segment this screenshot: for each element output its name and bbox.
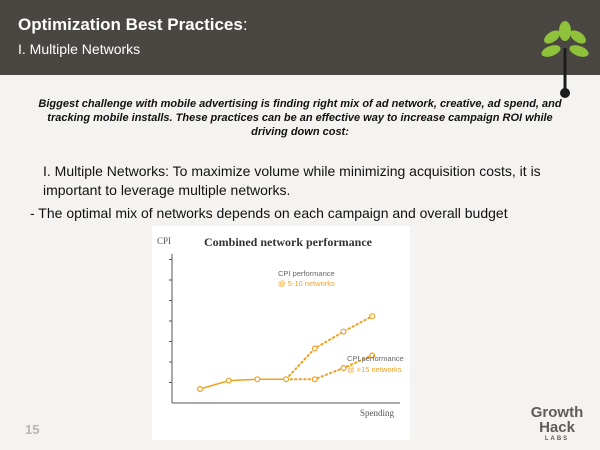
sprout-logo-icon: [541, 21, 589, 98]
network-performance-chart: Combined network performance CPI Spendin…: [152, 226, 410, 440]
data-point: [225, 377, 232, 384]
annotation-5-10-line1: CPI performance: [278, 269, 335, 278]
intro-text: Biggest challenge with mobile advertisin…: [38, 98, 562, 138]
data-point: [283, 376, 290, 383]
data-point: [311, 376, 318, 383]
data-point: [254, 376, 261, 383]
series-line-0: [199, 378, 287, 390]
data-point: [311, 345, 318, 352]
main-point: I. Multiple Networks: To maximize volume…: [43, 163, 541, 198]
sub-point: - The optimal mix of networks depends on…: [30, 205, 508, 221]
growth-hack-labs-logo: Growth Hack LABS: [524, 405, 590, 443]
annotation-15-line2: @ >15 networks: [347, 365, 402, 374]
slide-subtitle: I. Multiple Networks: [18, 41, 141, 57]
brand-word-growth: Growth: [530, 404, 584, 421]
chart-title: Combined network performance: [204, 235, 373, 249]
brand-word-hack: Hack: [539, 419, 575, 436]
annotation-15-line1: CPI performance: [347, 354, 404, 363]
data-point: [369, 313, 376, 320]
y-axis-label: CPI: [157, 236, 171, 246]
title-colon: :: [242, 15, 248, 34]
x-axis-label: Spending: [360, 408, 395, 418]
series-line-1: [285, 315, 374, 381]
annotation-5-10-line2: @ 5-10 networks: [278, 279, 335, 288]
data-point: [196, 386, 203, 393]
series-line-2: [285, 354, 374, 381]
data-point: [340, 328, 347, 335]
data-point: [340, 365, 347, 372]
slide-header: Optimization Best Practices: I. Multiple…: [0, 0, 600, 75]
data-point: [369, 352, 376, 359]
brand-word-labs: LABS: [544, 436, 570, 442]
page-number: 15: [25, 422, 40, 437]
slide-title: Optimization Best Practices:: [18, 15, 248, 35]
title-text: Optimization Best Practices: [18, 15, 243, 34]
